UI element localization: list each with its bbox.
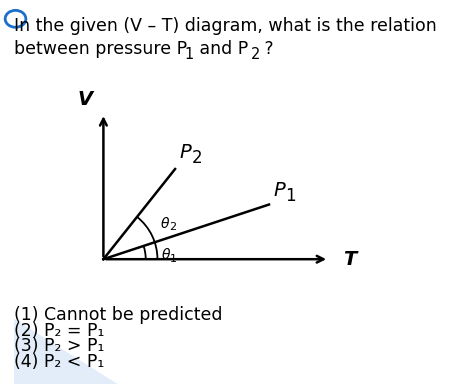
Text: θ: θ bbox=[162, 248, 170, 262]
Text: and P: and P bbox=[194, 40, 248, 58]
Text: between pressure P: between pressure P bbox=[14, 40, 187, 58]
Text: 1: 1 bbox=[184, 47, 194, 62]
Text: 2: 2 bbox=[169, 222, 176, 232]
Text: (4) P₂ < P₁: (4) P₂ < P₁ bbox=[14, 353, 104, 371]
Text: 2: 2 bbox=[251, 47, 260, 62]
Text: In the given (V – T) diagram, what is the relation: In the given (V – T) diagram, what is th… bbox=[14, 17, 437, 35]
Text: (3) P₂ > P₁: (3) P₂ > P₁ bbox=[14, 337, 105, 355]
Text: 1: 1 bbox=[170, 254, 177, 264]
Text: 2: 2 bbox=[192, 149, 203, 167]
Text: ?: ? bbox=[259, 40, 274, 58]
Text: 1: 1 bbox=[285, 187, 296, 205]
Polygon shape bbox=[14, 319, 118, 384]
Text: (1) Cannot be predicted: (1) Cannot be predicted bbox=[14, 306, 223, 324]
Text: θ: θ bbox=[160, 217, 169, 231]
Text: (2) P₂ = P₁: (2) P₂ = P₁ bbox=[14, 322, 105, 340]
Text: P: P bbox=[274, 181, 285, 200]
Text: V: V bbox=[77, 91, 92, 109]
Text: P: P bbox=[180, 143, 191, 162]
Text: T: T bbox=[343, 250, 356, 269]
